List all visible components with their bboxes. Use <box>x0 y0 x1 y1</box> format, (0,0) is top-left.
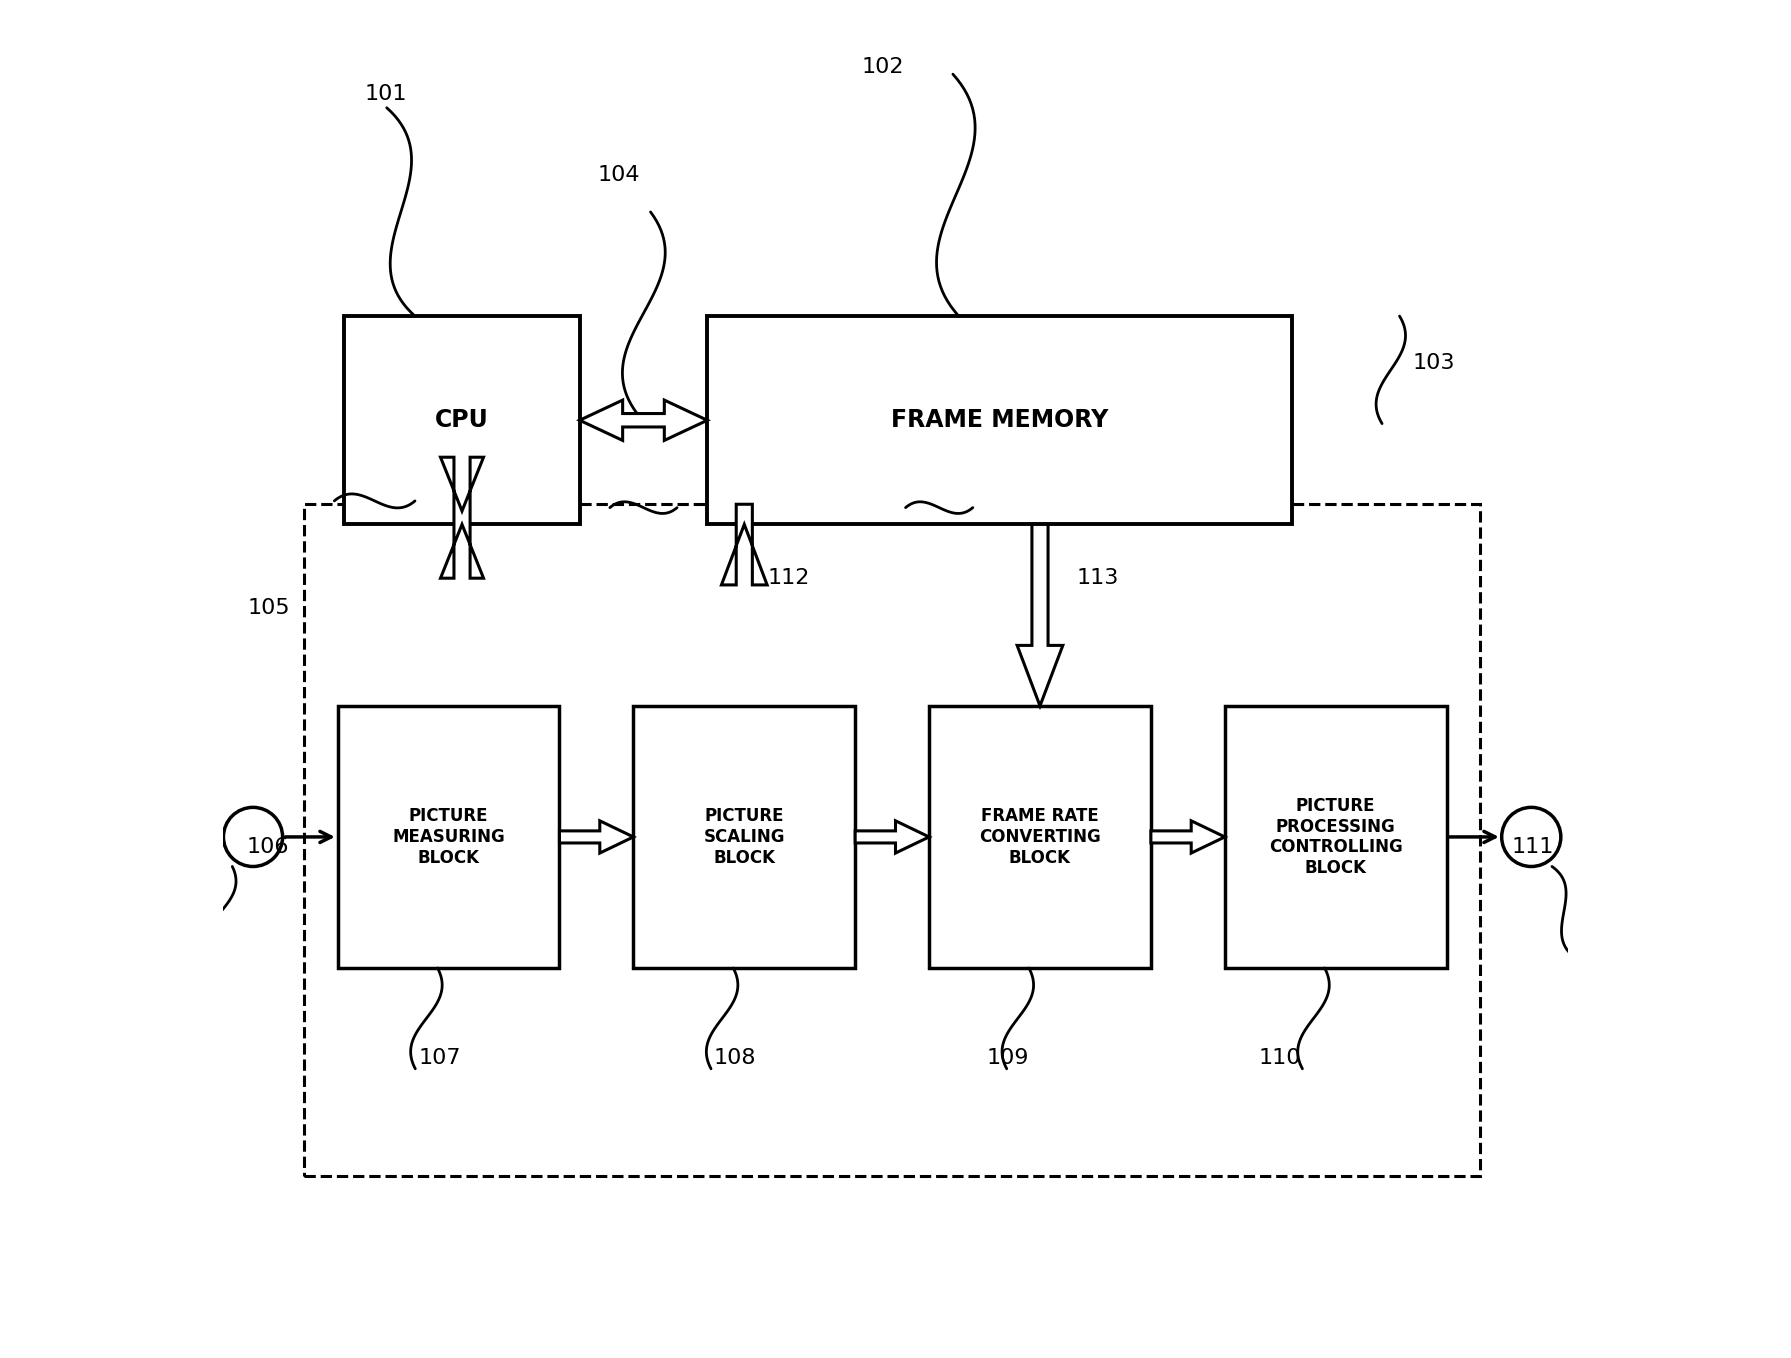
Bar <box>338 706 559 968</box>
Text: 105: 105 <box>247 598 290 618</box>
Text: PICTURE
SCALING
BLOCK: PICTURE SCALING BLOCK <box>704 807 784 866</box>
Text: 107: 107 <box>419 1048 460 1067</box>
Polygon shape <box>580 401 707 440</box>
Bar <box>707 316 1291 524</box>
Bar <box>930 706 1152 968</box>
Text: 104: 104 <box>596 164 639 185</box>
Polygon shape <box>559 820 634 853</box>
Text: 109: 109 <box>987 1048 1030 1067</box>
Text: PICTURE
MEASURING
BLOCK: PICTURE MEASURING BLOCK <box>392 807 505 866</box>
Text: CPU: CPU <box>435 409 489 432</box>
Polygon shape <box>1152 820 1225 853</box>
Polygon shape <box>1017 524 1062 706</box>
Polygon shape <box>854 820 930 853</box>
Text: 101: 101 <box>365 84 407 105</box>
Text: 112: 112 <box>768 568 810 588</box>
Bar <box>634 706 854 968</box>
Text: FRAME RATE
CONVERTING
BLOCK: FRAME RATE CONVERTING BLOCK <box>980 807 1101 866</box>
Text: 103: 103 <box>1413 353 1456 373</box>
Polygon shape <box>441 458 484 579</box>
Text: 110: 110 <box>1259 1048 1300 1067</box>
Text: PICTURE
PROCESSING
CONTROLLING
BLOCK: PICTURE PROCESSING CONTROLLING BLOCK <box>1268 797 1402 877</box>
Text: 113: 113 <box>1076 568 1119 588</box>
Text: 111: 111 <box>1512 837 1553 857</box>
Text: 106: 106 <box>247 837 288 857</box>
Bar <box>304 504 1479 1176</box>
Text: 108: 108 <box>715 1048 756 1067</box>
Polygon shape <box>722 504 767 585</box>
Text: 102: 102 <box>861 57 904 77</box>
Bar <box>1225 706 1447 968</box>
Text: FRAME MEMORY: FRAME MEMORY <box>890 409 1109 432</box>
Bar <box>344 316 580 524</box>
